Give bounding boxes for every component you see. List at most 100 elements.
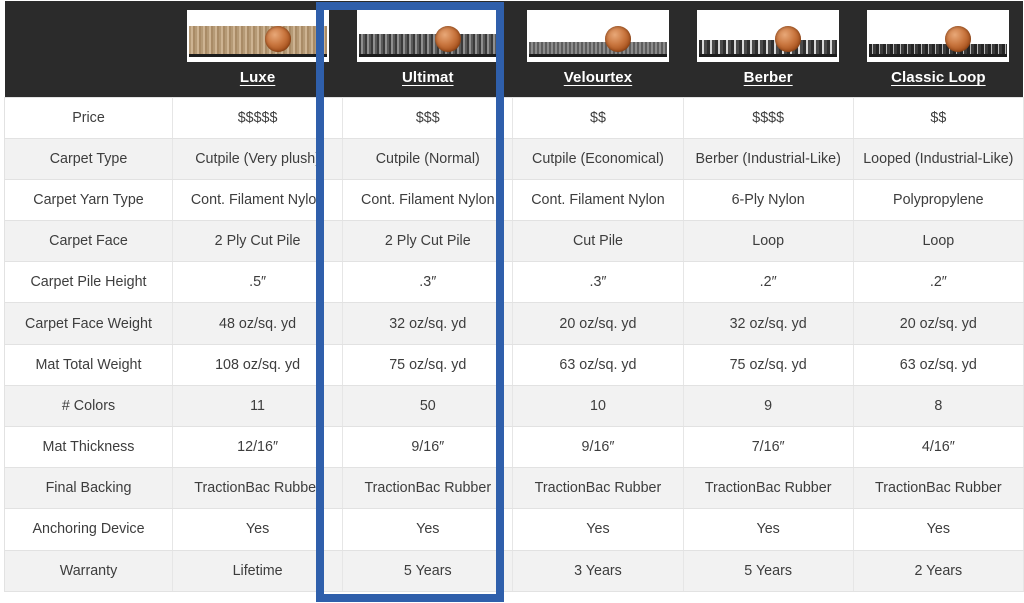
cell-carpet-type-ultimat: Cutpile (Normal): [342, 137, 514, 180]
cell-carpet-yarn-type-velourtex: Cont. Filament Nylon: [512, 178, 684, 222]
cell-number-of-colors-velourtex: 10: [512, 384, 684, 428]
penny-scale-reference-icon: [775, 26, 802, 52]
row-label-carpet-face-weight: Carpet Face Weight: [4, 302, 173, 345]
product-thumbnail-velourtex: [526, 10, 669, 62]
cell-mat-total-weight-ultimat: 75 oz/sq. yd: [342, 343, 514, 386]
cell-number-of-colors-berber: 9: [683, 384, 854, 428]
cell-warranty-ultimat: 5 Years: [342, 549, 514, 592]
product-thumbnail-ultimat: [356, 10, 499, 62]
row-label-final-backing: Final Backing: [4, 467, 173, 510]
table-row: Price $$$$$ $$$ $$ $$$$ $$: [4, 96, 1024, 139]
carpet-pile-texture: [528, 42, 667, 54]
cell-number-of-colors-classic-loop: 8: [853, 384, 1024, 428]
cell-carpet-face-weight-classic-loop: 20 oz/sq. yd: [853, 302, 1024, 345]
cell-anchoring-device-ultimat: Yes: [342, 508, 514, 551]
penny-scale-reference-icon: [434, 26, 461, 52]
table-row: Anchoring Device Yes Yes Yes Yes Yes: [4, 508, 1024, 551]
cell-final-backing-ultimat: TractionBac Rubber: [342, 467, 514, 510]
table-row: Carpet Pile Height .5″ .3″ .3″ .2″ .2″: [4, 261, 1024, 304]
row-label-carpet-face: Carpet Face: [4, 220, 173, 263]
product-thumbnail-berber: [697, 10, 840, 62]
cell-carpet-yarn-type-berber: 6-Ply Nylon: [683, 178, 854, 222]
cell-anchoring-device-berber: Yes: [683, 508, 854, 551]
product-header-berber[interactable]: Berber: [683, 1, 854, 97]
cell-price-ultimat: $$$: [342, 96, 514, 139]
cell-carpet-pile-height-ultimat: .3″: [342, 261, 514, 304]
cell-carpet-pile-height-luxe: .5″: [172, 261, 344, 304]
carpet-backing-layer: [188, 54, 327, 57]
cell-carpet-face-weight-luxe: 48 oz/sq. yd: [172, 302, 344, 345]
row-label-carpet-yarn-type: Carpet Yarn Type: [4, 178, 173, 222]
cell-price-classic-loop: $$: [853, 96, 1024, 139]
carpet-cross-section-with-penny-icon: [358, 12, 497, 60]
carpet-pile-texture: [188, 26, 327, 54]
carpet-backing-layer: [528, 54, 667, 57]
table-row: Final Backing TractionBac Rubber Tractio…: [4, 467, 1024, 510]
cell-number-of-colors-ultimat: 50: [342, 384, 514, 428]
penny-scale-reference-icon: [604, 26, 631, 52]
cell-mat-total-weight-classic-loop: 63 oz/sq. yd: [853, 343, 1024, 386]
table-corner-cell: [4, 1, 173, 97]
cell-carpet-type-classic-loop: Looped (Industrial-Like): [853, 137, 1024, 180]
cell-carpet-face-ultimat: 2 Ply Cut Pile: [342, 220, 514, 263]
table-row: Mat Thickness 12/16″ 9/16″ 9/16″ 7/16″ 4…: [4, 425, 1024, 469]
cell-carpet-type-berber: Berber (Industrial-Like): [683, 137, 854, 180]
cell-carpet-pile-height-berber: .2″: [683, 261, 854, 304]
cell-carpet-type-luxe: Cutpile (Very plush): [172, 137, 344, 180]
carpet-cross-section-with-penny-icon: [869, 12, 1008, 60]
product-name-link-ultimat[interactable]: Ultimat: [402, 69, 454, 86]
cell-carpet-pile-height-classic-loop: .2″: [853, 261, 1024, 304]
table-row: Carpet Face Weight 48 oz/sq. yd 32 oz/sq…: [4, 302, 1024, 345]
cell-warranty-classic-loop: 2 Years: [853, 549, 1024, 592]
cell-mat-total-weight-luxe: 108 oz/sq. yd: [172, 343, 344, 386]
product-header-ultimat[interactable]: Ultimat: [342, 1, 513, 97]
penny-scale-reference-icon: [264, 26, 291, 52]
carpet-backing-layer: [699, 54, 838, 57]
row-label-carpet-type: Carpet Type: [4, 137, 173, 180]
cell-carpet-yarn-type-ultimat: Cont. Filament Nylon: [342, 178, 514, 222]
product-header-classic-loop[interactable]: Classic Loop: [853, 1, 1024, 97]
cell-carpet-face-weight-velourtex: 20 oz/sq. yd: [512, 302, 684, 345]
product-thumbnail-luxe: [186, 10, 329, 62]
carpet-cross-section-with-penny-icon: [699, 12, 838, 60]
cell-carpet-face-classic-loop: Loop: [853, 220, 1024, 263]
cell-price-luxe: $$$$$: [172, 96, 344, 139]
product-header-luxe[interactable]: Luxe: [172, 1, 343, 97]
cell-anchoring-device-classic-loop: Yes: [853, 508, 1024, 551]
cell-carpet-yarn-type-luxe: Cont. Filament Nylon: [172, 178, 344, 222]
cell-carpet-face-berber: Loop: [683, 220, 854, 263]
table-row: Carpet Yarn Type Cont. Filament Nylon Co…: [4, 178, 1024, 222]
cell-warranty-velourtex: 3 Years: [512, 549, 684, 592]
table-row: Warranty Lifetime 5 Years 3 Years 5 Year…: [4, 549, 1024, 592]
product-name-link-velourtex[interactable]: Velourtex: [563, 69, 633, 86]
cell-final-backing-velourtex: TractionBac Rubber: [512, 467, 684, 510]
product-comparison-table: Luxe Ultimat: [4, 1, 1024, 592]
carpet-pile-texture: [699, 40, 838, 54]
row-label-warranty: Warranty: [4, 549, 173, 592]
cell-mat-total-weight-velourtex: 63 oz/sq. yd: [512, 343, 684, 386]
product-header-velourtex[interactable]: Velourtex: [512, 1, 684, 97]
table-row: # Colors 11 50 10 9 8: [4, 384, 1024, 428]
table-row: Mat Total Weight 108 oz/sq. yd 75 oz/sq.…: [4, 343, 1024, 386]
cell-carpet-yarn-type-classic-loop: Polypropylene: [853, 178, 1024, 222]
table-row: Carpet Type Cutpile (Very plush) Cutpile…: [4, 137, 1024, 180]
table-body: Price $$$$$ $$$ $$ $$$$ $$ Carpet Type C…: [4, 96, 1024, 592]
carpet-backing-layer: [869, 54, 1008, 57]
row-label-mat-total-weight: Mat Total Weight: [4, 343, 173, 386]
cell-warranty-berber: 5 Years: [683, 549, 854, 592]
cell-mat-thickness-berber: 7/16″: [683, 425, 854, 469]
cell-carpet-face-luxe: 2 Ply Cut Pile: [172, 220, 344, 263]
cell-warranty-luxe: Lifetime: [172, 549, 344, 592]
product-name-link-classic-loop[interactable]: Classic Loop: [891, 69, 986, 86]
cell-carpet-face-velourtex: Cut Pile: [512, 220, 684, 263]
row-label-price: Price: [4, 96, 173, 139]
row-label-mat-thickness: Mat Thickness: [4, 425, 173, 469]
cell-mat-thickness-velourtex: 9/16″: [512, 425, 684, 469]
row-label-number-of-colors: # Colors: [4, 384, 173, 428]
product-name-link-luxe[interactable]: Luxe: [239, 69, 276, 86]
product-name-link-berber[interactable]: Berber: [743, 69, 793, 86]
carpet-cross-section-with-penny-icon: [528, 12, 667, 60]
cell-anchoring-device-luxe: Yes: [172, 508, 344, 551]
row-label-carpet-pile-height: Carpet Pile Height: [4, 261, 173, 304]
